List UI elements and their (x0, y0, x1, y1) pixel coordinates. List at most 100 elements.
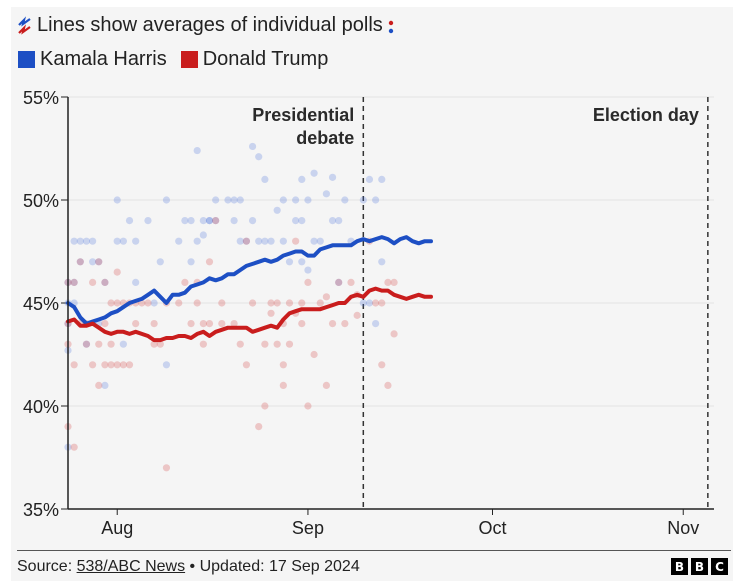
poll-dot-trump (95, 258, 103, 266)
poll-dot-trump (205, 320, 214, 328)
poll-dot-harris (298, 217, 306, 225)
poll-dot-harris (187, 217, 195, 225)
poll-dot-trump (107, 340, 115, 348)
poll-dot-trump (107, 361, 115, 369)
legend-item-trump: Donald Trump (180, 48, 328, 71)
poll-dot-trump (328, 320, 337, 328)
poll-dot-harris (255, 153, 263, 161)
source-link[interactable]: 538/ABC News (76, 558, 186, 575)
legend-item-harris: Kamala Harris (18, 48, 167, 71)
poll-dot-trump (175, 299, 183, 307)
poll-dot-trump (230, 320, 238, 328)
poll-dot-harris (335, 217, 343, 225)
poll-dot-trump (285, 340, 294, 348)
info-colon-icon[interactable] (387, 16, 395, 36)
poll-dot-harris (199, 231, 207, 239)
poll-dot-trump (310, 350, 318, 359)
poll-dot-harris (310, 169, 318, 177)
poll-dot-trump (304, 278, 312, 286)
poll-dot-trump (199, 320, 207, 328)
poll-dot-harris (150, 299, 158, 307)
poll-dot-trump (101, 361, 109, 369)
poll-dot-harris (181, 217, 189, 225)
debate-label: Presidential (252, 105, 354, 125)
poll-dot-harris (162, 196, 171, 204)
poll-dot-harris (316, 237, 324, 245)
poll-dot-harris (95, 258, 103, 266)
poll-dot-trump (144, 299, 152, 307)
poll-dot-trump (390, 330, 398, 338)
poll-dot-trump (298, 320, 306, 328)
poll-dot-harris (76, 258, 84, 266)
poll-dot-trump (218, 299, 226, 307)
poll-dot-trump (292, 237, 300, 245)
poll-dot-trump (335, 278, 343, 286)
poll-dot-trump (82, 340, 91, 348)
poll-dot-trump (107, 299, 115, 307)
chart-title: Lines show averages of individual polls (17, 14, 395, 37)
y-tick-label: 45% (23, 294, 59, 314)
poll-dot-harris (236, 237, 244, 245)
poll-dot-harris (101, 278, 109, 286)
poll-dot-harris (372, 196, 380, 204)
poll-dot-trump (187, 320, 195, 328)
source-line: Source: 538/ABC News • Updated: 17 Sep 2… (17, 558, 360, 576)
poll-dot-harris (132, 237, 140, 245)
poll-dot-trump (267, 299, 275, 307)
poll-dot-trump (101, 320, 109, 328)
poll-dot-trump (322, 381, 330, 389)
poll-dot-trump (353, 311, 361, 319)
poll-dot-harris (113, 237, 121, 245)
poll-dot-trump (199, 340, 207, 348)
poll-dot-harris (285, 258, 294, 266)
poll-dot-harris (113, 196, 121, 204)
poll-dot-harris (82, 237, 91, 245)
poll-dot-trump (273, 340, 281, 348)
poll-dot-harris (132, 278, 140, 286)
x-tick-label: Nov (667, 518, 699, 538)
poll-dot-trump (95, 381, 103, 389)
poll-dot-trump (95, 340, 103, 348)
poll-dot-harris (144, 217, 152, 225)
poll-dot-trump (372, 299, 380, 307)
chart-panel (11, 7, 733, 581)
legend: Kamala Harris Donald Trump (18, 48, 328, 71)
poll-dot-harris (162, 361, 171, 369)
poll-dot-trump (242, 237, 251, 245)
bbc-logo-letter: C (711, 558, 728, 575)
poll-dot-trump (132, 320, 140, 328)
poll-dot-harris (224, 196, 232, 204)
poll-dot-trump (156, 340, 164, 348)
poll-dot-harris (261, 175, 269, 183)
poll-dot-trump (150, 320, 158, 328)
x-tick-label: Aug (101, 518, 133, 538)
poll-dot-trump (181, 278, 189, 286)
bbc-logo: B B C (671, 558, 728, 575)
legend-swatch-harris (18, 51, 35, 68)
average-line-trump (66, 286, 433, 343)
poll-dot-harris (101, 381, 109, 389)
poll-dot-trump (298, 299, 306, 307)
updated-text: Updated: 17 Sep 2024 (199, 558, 360, 575)
legend-swatch-trump (180, 51, 198, 68)
poll-dot-harris (236, 196, 244, 204)
poll-dot-harris (212, 217, 220, 225)
poll-dot-trump (347, 278, 355, 286)
y-tick-label: 55% (23, 88, 59, 108)
poll-dot-trump (70, 361, 78, 369)
poll-dot-trump (279, 381, 287, 389)
poll-dot-harris (70, 278, 78, 286)
poll-dot-trump (212, 217, 220, 225)
poll-dot-harris (298, 175, 306, 183)
poll-dot-harris (76, 237, 84, 245)
poll-dot-harris (359, 299, 367, 307)
poll-dot-harris (175, 237, 183, 245)
poll-lines-icon (18, 15, 31, 35)
poll-dot-trump (248, 299, 257, 307)
poll-chart: 35% 40% 45% 50% 55% Presidential debate Electio… (23, 88, 714, 538)
poll-dot-harris (193, 237, 201, 245)
poll-dot-trump (384, 278, 392, 286)
source-prefix: Source: (17, 558, 77, 575)
poll-dot-harris (193, 146, 201, 155)
poll-dot-harris (310, 237, 318, 245)
